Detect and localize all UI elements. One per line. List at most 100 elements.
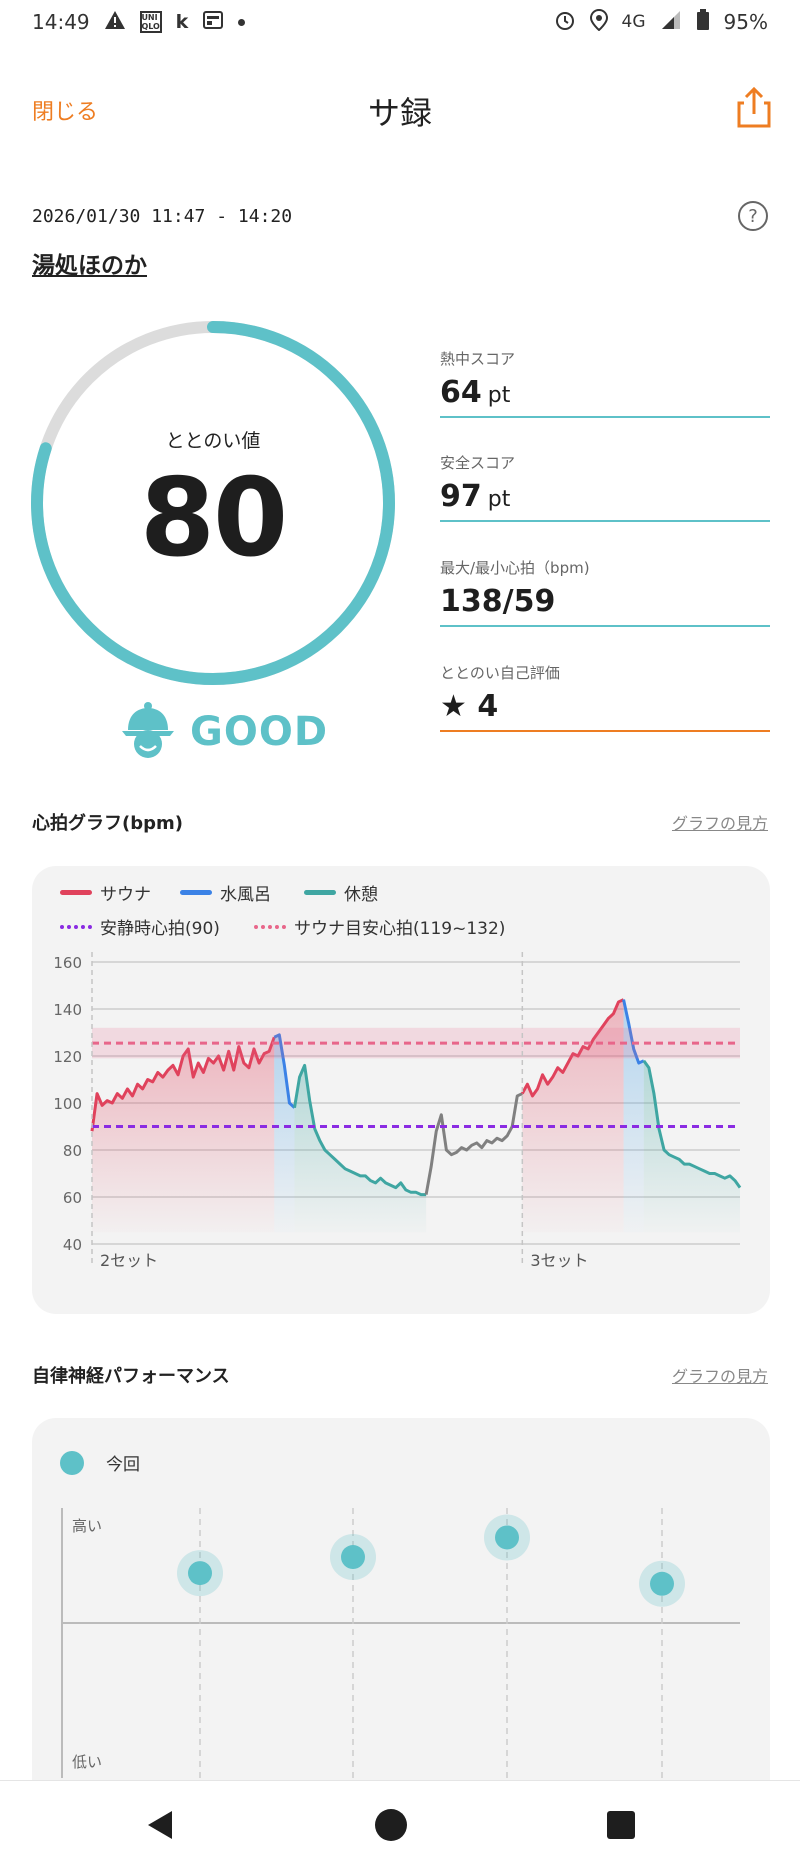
score-unit: pt [487,383,511,408]
set-label: 3セット [530,1251,588,1270]
status-bar: 14:49 UNI QLO k 4G 95% [0,0,800,44]
legend-label: サウナ目安心拍(119~132) [294,919,506,939]
legend-rest: 休憩 [304,880,378,905]
share-icon[interactable] [736,86,772,128]
totonoi-ring: ととのい値 80 [28,318,398,688]
score-self-rating[interactable]: ととのい自己評価 ★ 4 [440,662,770,732]
ans-card: 今回 高い低い [32,1418,770,1798]
score-label: 安全スコア [440,454,516,472]
score-underline [440,520,770,522]
warning-icon [104,10,126,35]
y-tick-label: 140 [53,1001,82,1019]
data-point [650,1571,674,1596]
legend-label: 安静時心拍(90) [100,919,220,939]
series-area [522,999,624,1233]
sauna-hat-icon [120,700,176,764]
header: 閉じる サ録 [0,60,800,150]
heart-rate-chart: 160 140 120 100 80 60 40 2セット 3セット [53,952,742,1270]
location-icon [589,8,608,36]
series-line [642,1059,742,1189]
uniqlo-app-icon: UNI QLO [139,11,162,33]
heart-graph-help-link[interactable]: グラフの見方 [671,814,768,833]
score-heartrate: 最大/最小心拍（bpm) 138/59 [440,557,770,627]
legend-sauna: サウナ [60,880,151,905]
series-line [90,1036,276,1132]
series-line [622,999,645,1065]
facility-link[interactable]: 湯処ほのか [32,253,147,279]
data-point [341,1545,365,1570]
notification-dot-icon [238,18,246,26]
heart-graph-card: サウナ 水風呂 休憩 安静時心拍(90) サウナ目安心拍(119~132) 16… [32,866,770,1314]
heart-graph-title: 心拍グラフ(bpm) [32,813,183,834]
y-label-high: 高い [72,1517,102,1535]
system-nav-bar [0,1780,800,1869]
page-title: サ録 [367,94,432,132]
signal-icon [660,10,682,35]
legend-swatch [254,924,286,929]
rating-badge: GOOD [120,700,328,764]
y-tick-label: 100 [53,1095,82,1113]
back-icon[interactable] [144,1809,176,1845]
legend-label: 水風呂 [220,885,271,905]
legend-resting-hr: 安静時心拍(90) [60,914,220,939]
battery-icon [696,8,710,36]
y-tick-label: 40 [63,1236,82,1254]
y-label-low: 低い [72,1753,102,1771]
ring-progress-arc [31,321,395,685]
score-value: 138/59 [440,584,556,619]
network-label: 4G [621,12,646,32]
y-tick-label: 80 [63,1142,82,1160]
score-label: 最大/最小心拍（bpm) [440,559,590,577]
legend-label: サウナ [100,885,151,905]
totonoi-value: 80 [139,456,288,581]
score-value: 64 [440,375,482,410]
help-icon[interactable]: ? [738,201,768,231]
recents-icon[interactable] [606,1810,636,1844]
status-time: 14:49 [32,10,90,34]
legend-label: 休憩 [344,885,378,905]
set-label: 2セット [100,1251,158,1270]
series-area [294,1065,427,1233]
legend-dot-icon [60,1450,84,1475]
star-icon: ★ [440,689,467,724]
score-label: ととのい自己評価 [440,664,560,682]
ans-help-link[interactable]: グラフの見方 [671,1367,768,1386]
alarm-icon [554,9,576,36]
score-safety: 安全スコア 97 pt [440,452,770,522]
score-underline [440,625,770,627]
rating-text: GOOD [190,709,329,755]
score-label: 熱中スコア [440,350,516,368]
score-underline [440,730,770,732]
y-tick-label: 160 [53,954,82,972]
y-tick-label: 60 [63,1189,82,1207]
ring-gauge [31,321,395,685]
legend-swatch [60,924,92,929]
legend-swatch [180,890,212,895]
legend-water: 水風呂 [180,880,271,905]
series-line [273,1033,296,1109]
series-area [623,999,644,1233]
battery-percent: 95% [723,10,768,34]
ans-title: 自律神経パフォーマンス [32,1366,230,1387]
y-tick-label: 120 [53,1048,82,1066]
legend-current: 今回 [60,1450,140,1475]
close-button[interactable]: 閉じる [32,100,99,125]
k-app-icon: k [175,11,189,33]
series-line [520,998,625,1098]
score-value: 4 [477,689,499,724]
series-area [643,1060,740,1233]
totonoi-label: ととのい値 [165,430,261,452]
series-area [274,1034,295,1233]
score-underline [440,416,770,418]
legend-label: 今回 [106,1455,140,1475]
legend-sauna-target: サウナ目安心拍(119~132) [254,914,505,939]
score-heat: 熱中スコア 64 pt [440,348,770,418]
series-line [424,1092,523,1195]
data-point [495,1525,519,1550]
legend-swatch [304,890,336,895]
home-icon[interactable] [374,1808,408,1846]
data-point [188,1561,212,1586]
score-value: 97 [440,479,482,514]
score-unit: pt [487,487,511,512]
